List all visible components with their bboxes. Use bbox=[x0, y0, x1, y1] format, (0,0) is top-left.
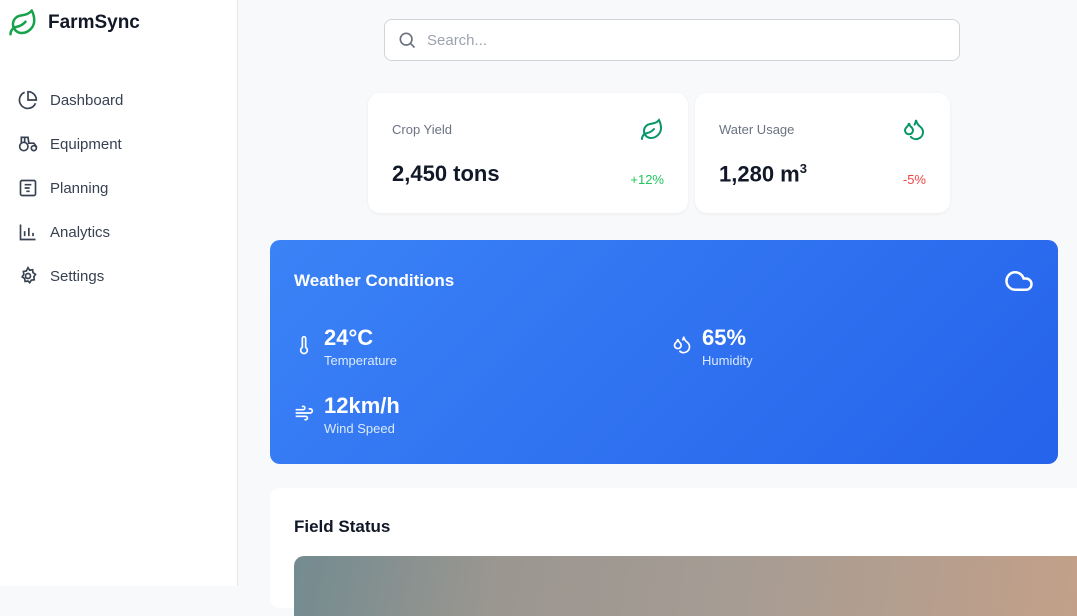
pie-chart-icon bbox=[18, 90, 38, 110]
stat-label: Crop Yield bbox=[392, 122, 452, 137]
stat-value: 1,280 m3 bbox=[719, 161, 807, 187]
weather-title: Weather Conditions bbox=[294, 271, 455, 290]
bar-chart-icon bbox=[19, 224, 36, 241]
weather-temperature: 24°C Temperature bbox=[294, 325, 397, 368]
stat-value: 2,450 tons bbox=[392, 161, 500, 186]
droplets-icon bbox=[903, 119, 925, 141]
weather-card: Weather Conditions 24°C Temperature 65% Hu… bbox=[270, 240, 1058, 464]
field-image bbox=[294, 556, 1077, 616]
sidebar-item-equipment[interactable]: Equipment bbox=[18, 122, 123, 166]
sidebar: FarmSync Dashboard Equipment Planning An… bbox=[0, 0, 238, 586]
field-status-title: Field Status bbox=[294, 517, 391, 536]
sidebar-item-planning[interactable]: Planning bbox=[18, 166, 123, 210]
gear-icon bbox=[21, 266, 37, 284]
wind-icon bbox=[295, 405, 314, 421]
logo[interactable]: FarmSync bbox=[8, 8, 140, 38]
search-input[interactable] bbox=[427, 31, 927, 49]
stat-card-water-usage: Water Usage 1,280 m3 -5% bbox=[695, 93, 950, 213]
weather-humidity: 65% Humidity bbox=[672, 325, 753, 368]
sidebar-nav: Dashboard Equipment Planning Analytics S… bbox=[18, 78, 123, 298]
droplets-icon bbox=[673, 336, 691, 354]
weather-wind-speed: 12km/h Wind Speed bbox=[294, 393, 400, 436]
app-name: FarmSync bbox=[48, 12, 140, 33]
cloud-icon bbox=[1005, 271, 1033, 291]
search-icon bbox=[399, 32, 416, 49]
sidebar-item-label: Settings bbox=[50, 267, 105, 285]
stat-change: -5% bbox=[902, 172, 926, 187]
stat-change: +12% bbox=[630, 172, 664, 187]
leaf-icon bbox=[9, 9, 36, 36]
field-status-card: Field Status bbox=[270, 488, 1077, 616]
tractor-icon bbox=[18, 136, 38, 152]
sidebar-item-label: Equipment bbox=[50, 135, 122, 153]
stat-card-crop-yield: Crop Yield 2,450 tons +12% bbox=[368, 93, 688, 213]
clipboard-icon bbox=[19, 179, 37, 197]
sidebar-item-label: Planning bbox=[50, 179, 109, 197]
stat-label: Water Usage bbox=[719, 122, 795, 137]
search-bar[interactable] bbox=[384, 19, 960, 61]
sidebar-item-analytics[interactable]: Analytics bbox=[18, 210, 123, 254]
sidebar-item-dashboard[interactable]: Dashboard bbox=[18, 78, 123, 122]
leaf-icon bbox=[641, 118, 663, 140]
sidebar-item-settings[interactable]: Settings bbox=[18, 254, 123, 298]
sidebar-item-label: Dashboard bbox=[50, 91, 124, 109]
thermometer-icon bbox=[299, 335, 309, 355]
sidebar-item-label: Analytics bbox=[50, 223, 111, 241]
